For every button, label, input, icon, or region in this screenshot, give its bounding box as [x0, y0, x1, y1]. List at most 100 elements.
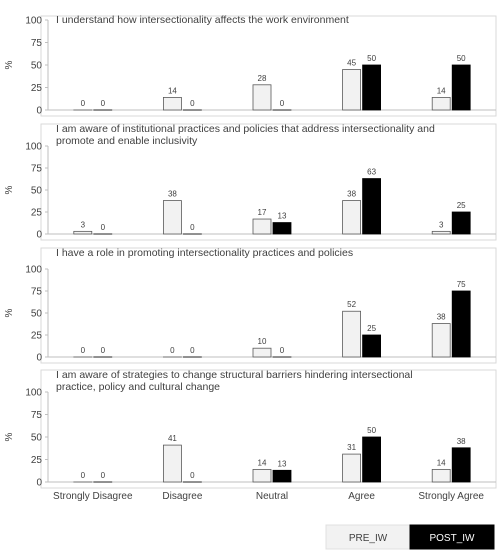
- panel-title: I am aware of strategies to change struc…: [56, 369, 413, 381]
- y-axis-label: %: [4, 432, 15, 441]
- data-label: 0: [81, 471, 86, 480]
- bar-pre-iw: [253, 469, 271, 482]
- bar-pre-iw: [163, 201, 181, 234]
- data-label: 50: [367, 426, 376, 435]
- y-tick-label: 0: [36, 230, 42, 241]
- y-tick-label: 50: [31, 61, 43, 72]
- data-label: 50: [367, 54, 376, 63]
- data-label: 17: [258, 208, 267, 217]
- bar-post-iw: [452, 212, 470, 234]
- data-label: 50: [457, 54, 466, 63]
- bar-pre-iw: [432, 97, 450, 110]
- bar-pre-iw: [343, 70, 361, 111]
- bar-pre-iw: [253, 219, 271, 234]
- legend-label: PRE_IW: [349, 533, 388, 544]
- bar-post-iw: [273, 223, 291, 234]
- bar-post-iw: [452, 65, 470, 110]
- bar-post-iw: [363, 335, 381, 357]
- data-label: 63: [367, 168, 376, 177]
- bar-post-iw: [452, 448, 470, 482]
- y-tick-label: 0: [36, 106, 42, 117]
- y-axis-label: %: [4, 185, 15, 194]
- data-label: 14: [168, 86, 177, 95]
- y-tick-label: 50: [31, 186, 43, 197]
- y-axis-label: %: [4, 308, 15, 317]
- data-label: 13: [278, 459, 287, 468]
- bar-pre-iw: [163, 445, 181, 482]
- bar-post-iw: [363, 65, 381, 110]
- data-label: 0: [190, 223, 195, 232]
- bar-pre-iw: [432, 324, 450, 357]
- data-label: 31: [347, 443, 356, 452]
- data-label: 10: [258, 337, 267, 346]
- data-label: 0: [101, 346, 106, 355]
- panel-title: I understand how intersectionality affec…: [56, 14, 349, 26]
- data-label: 38: [437, 313, 446, 322]
- data-label: 0: [190, 99, 195, 108]
- x-category-label: Agree: [348, 491, 375, 502]
- panel-title: practice, policy and cultural change: [56, 381, 220, 393]
- y-axis-label: %: [4, 60, 15, 69]
- y-tick-label: 0: [36, 478, 42, 489]
- y-tick-label: 50: [31, 309, 43, 320]
- x-category-label: Disagree: [162, 491, 202, 502]
- y-tick-label: 25: [31, 331, 43, 342]
- x-category-label: Strongly Agree: [418, 491, 484, 502]
- bar-pre-iw: [74, 231, 92, 234]
- y-tick-label: 75: [31, 410, 43, 421]
- data-label: 25: [367, 324, 376, 333]
- data-label: 0: [101, 223, 106, 232]
- y-tick-label: 50: [31, 433, 43, 444]
- y-tick-label: 75: [31, 287, 43, 298]
- bar-post-iw: [452, 291, 470, 357]
- data-label: 28: [258, 74, 267, 83]
- data-label: 25: [457, 201, 466, 210]
- data-label: 75: [457, 280, 466, 289]
- data-label: 0: [280, 99, 285, 108]
- data-label: 45: [347, 59, 356, 68]
- data-label: 0: [101, 471, 106, 480]
- y-tick-label: 75: [31, 38, 43, 49]
- bar-pre-iw: [253, 85, 271, 110]
- data-label: 0: [190, 346, 195, 355]
- data-label: 41: [168, 434, 177, 443]
- data-label: 14: [437, 458, 446, 467]
- y-tick-label: 100: [25, 16, 42, 27]
- y-tick-label: 0: [36, 353, 42, 364]
- bar-post-iw: [273, 470, 291, 482]
- panel-title: promote and enable inclusivity: [56, 135, 198, 147]
- data-label: 14: [437, 86, 446, 95]
- bar-post-iw: [363, 179, 381, 234]
- data-label: 0: [170, 346, 175, 355]
- x-category-label: Strongly Disagree: [53, 491, 133, 502]
- y-tick-label: 75: [31, 164, 43, 175]
- bar-pre-iw: [163, 97, 181, 110]
- data-label: 0: [280, 346, 285, 355]
- data-label: 3: [439, 220, 444, 229]
- data-label: 0: [101, 99, 106, 108]
- data-label: 38: [457, 437, 466, 446]
- y-tick-label: 100: [25, 142, 42, 153]
- data-label: 0: [190, 471, 195, 480]
- bar-pre-iw: [432, 469, 450, 482]
- data-label: 3: [81, 220, 86, 229]
- data-label: 38: [168, 190, 177, 199]
- panel-frame: [41, 248, 496, 363]
- y-tick-label: 25: [31, 83, 43, 94]
- panel-title: I am aware of institutional practices an…: [56, 123, 435, 135]
- legend-label: POST_IW: [429, 533, 475, 544]
- data-label: 52: [347, 300, 356, 309]
- data-label: 38: [347, 190, 356, 199]
- bar-pre-iw: [343, 454, 361, 482]
- data-label: 0: [81, 99, 86, 108]
- data-label: 13: [278, 212, 287, 221]
- y-tick-label: 25: [31, 208, 43, 219]
- y-tick-label: 25: [31, 455, 43, 466]
- x-category-label: Neutral: [256, 491, 288, 502]
- bar-pre-iw: [343, 201, 361, 234]
- data-label: 14: [258, 458, 267, 467]
- bar-pre-iw: [343, 311, 361, 357]
- bar-pre-iw: [253, 348, 271, 357]
